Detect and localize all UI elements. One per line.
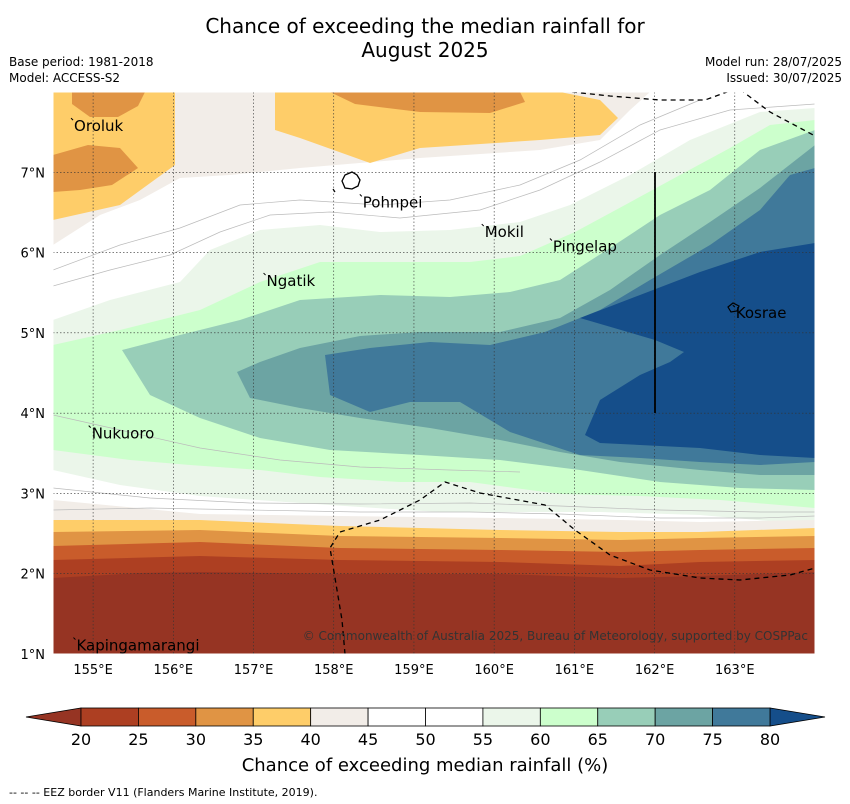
colorbar-segment (712, 707, 771, 727)
longitude-tick-label: 158°E (314, 663, 354, 678)
place-label-pohnpei: Pohnpei (363, 193, 423, 211)
colorbar-extend-low (25, 707, 82, 727)
place-marker (359, 194, 363, 197)
eez-footnote: -- -- -- EEZ border V11 (Flanders Marine… (9, 786, 318, 799)
colorbar-segment (597, 707, 656, 727)
colorbar-tick-label: 45 (358, 730, 378, 749)
pohnpei-island (341, 171, 361, 190)
colorbar-label: Chance of exceeding median rainfall (%) (241, 755, 609, 776)
place-label-mokil: Mokil (485, 223, 524, 241)
longitude-tick-label: 161°E (555, 663, 595, 678)
latitude-tick-label: 6°N (21, 247, 46, 262)
place-marker (263, 272, 266, 276)
model-text: Model: ACCESS-S2 (9, 71, 121, 85)
longitude-tick-label: 159°E (394, 663, 434, 678)
colorbar-tick-label: 70 (645, 730, 665, 749)
longitude-tick-label: 155°E (73, 663, 113, 678)
colorbar-tick-label: 60 (530, 730, 550, 749)
latitude-tick-label: 2°N (21, 568, 46, 583)
band-above-80 (580, 243, 815, 458)
copyright-text: © Commonwealth of Australia 2025, Bureau… (303, 629, 808, 643)
map-title: Chance of exceeding the median rainfall … (0, 14, 850, 62)
contour-line (53, 487, 815, 513)
colorbar-segment (138, 707, 197, 727)
contour-line (53, 103, 815, 287)
colorbar-tick-label: 35 (243, 730, 263, 749)
colorbar-tick-label: 80 (760, 730, 780, 749)
place-label-kosrae: Kosrae (736, 304, 787, 322)
place-label-nukuoro: Nukuoro (92, 425, 155, 443)
latitude-tick-label: 5°N (21, 327, 46, 342)
colorbar: 20 25 30 35 40 45 50 55 60 65 70 75 80 (25, 707, 826, 749)
longitude-tick-label: 156°E (154, 663, 194, 678)
colorbar-segment (80, 707, 139, 727)
probability-field (53, 92, 815, 654)
longitude-tick-label: 157°E (234, 663, 274, 678)
place-marker (70, 117, 74, 121)
colorbar-tick-label: 65 (588, 730, 608, 749)
meta-left: Base period: 1981-2018 Model: ACCESS-S2 (9, 54, 154, 86)
band-30-35-north-b (330, 92, 525, 113)
latitude-tick-label: 1°N (21, 648, 46, 663)
place-marker (88, 425, 92, 428)
place-marker (732, 304, 736, 308)
band-30-35-north-a (72, 92, 145, 117)
colorbar-tick-label: 30 (186, 730, 206, 749)
colorbar-segment (654, 707, 713, 727)
place-label-oroluk: Oroluk (74, 117, 123, 135)
longitude-tick-label: 162°E (635, 663, 675, 678)
pohnpei-reef-mark (332, 188, 336, 193)
longitude-labels: 155°E 156°E 157°E 158°E 159°E 160°E 161°E 162°E… (73, 663, 754, 678)
colorbar-segment (195, 707, 254, 727)
latitude-tick-label: 4°N (21, 407, 46, 422)
colorbar-tick-label: 55 (473, 730, 493, 749)
colorbar-segment (539, 707, 599, 727)
contour-line (53, 414, 521, 473)
colorbar-tick-label: 25 (128, 730, 148, 749)
title-line-1: Chance of exceeding the median rainfall … (205, 14, 645, 38)
latitude-labels: 7°N 6°N 5°N 4°N 3°N 2°N 1°N (21, 166, 46, 663)
base-period-text: Base period: 1981-2018 (9, 55, 154, 69)
colorbar-tick-label: 50 (415, 730, 435, 749)
place-label-ngatik: Ngatik (267, 272, 316, 290)
colorbar-tick-label: 75 (702, 730, 722, 749)
eez-border-north (571, 92, 815, 137)
place-marker (481, 223, 485, 227)
place-marker (549, 238, 553, 241)
colorbar-extend-high (769, 707, 826, 727)
colorbar-segment (425, 707, 484, 727)
colorbar-tick-label: 40 (300, 730, 320, 749)
kosrae-island (727, 302, 740, 313)
band-below-20-south (53, 572, 815, 654)
band-30-35-northwest (53, 145, 138, 192)
model-run-text: Model run: 28/07/2025 (704, 55, 842, 69)
place-label-kapingamarangi: Kapingamarangi (76, 637, 199, 655)
place-marker (73, 637, 76, 640)
issued-text: Issued: 30/07/2025 (726, 71, 842, 85)
eez-border-south (329, 481, 815, 654)
colorbar-segment (367, 707, 426, 727)
latitude-tick-label: 3°N (21, 487, 46, 502)
contour-line (53, 507, 815, 519)
colorbar-segment (252, 707, 312, 727)
meta-right: Model run: 28/07/2025 Issued: 30/07/2025 (705, 54, 842, 86)
colorbar-tick-label: 20 (71, 730, 91, 749)
contour-line (53, 99, 701, 271)
colorbar-segment (310, 707, 369, 727)
band-35-40-north (275, 92, 618, 163)
place-label-pingelap: Pingelap (553, 238, 617, 256)
longitude-tick-label: 163°E (715, 663, 755, 678)
longitude-tick-label: 160°E (474, 663, 514, 678)
latitude-tick-label: 7°N (21, 166, 46, 181)
title-line-2: August 2025 (361, 38, 489, 62)
map-frame (52, 91, 816, 655)
colorbar-segment (482, 707, 541, 727)
place-labels: Oroluk Pohnpei Mokil Pingelap Ngatik Kosrae Nu… (70, 117, 787, 655)
